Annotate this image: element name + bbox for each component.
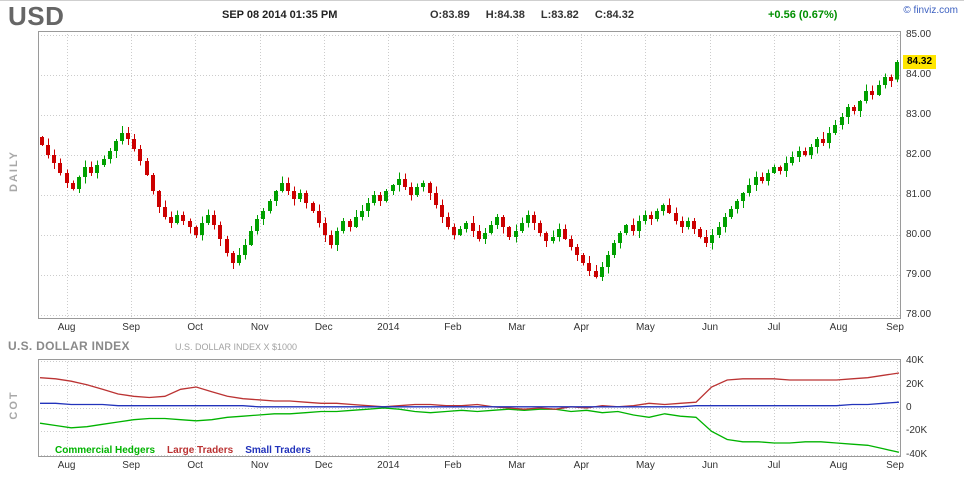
price-x-tick: Mar	[508, 322, 526, 333]
legend-item: Small Traders	[245, 445, 311, 456]
section-title: U.S. DOLLAR INDEX	[8, 339, 130, 353]
legend-item: Commercial Hedgers	[55, 445, 156, 456]
price-axis-tick: 83.00	[906, 109, 932, 120]
quote-timestamp: SEP 08 2014 01:35 PM	[222, 9, 338, 21]
price-x-tick: Jun	[701, 322, 719, 333]
quote-ohlc: O:83.89 H:84.38 L:83.82 C:84.32	[430, 9, 634, 21]
section-subtitle: U.S. DOLLAR INDEX X $1000	[175, 342, 298, 352]
cot-axis-tick: 40K	[906, 355, 924, 367]
price-x-tick: Sep	[122, 322, 141, 333]
price-axis-tick: 82.00	[906, 149, 932, 160]
cot-axis-title: COT	[8, 390, 20, 420]
cot-x-tick: Apr	[573, 460, 590, 471]
cot-x-tick: Feb	[444, 460, 462, 471]
timeframe-label: DAILY	[8, 150, 20, 192]
cot-x-tick: Sep	[886, 460, 904, 471]
price-axis-tick: 85.00	[906, 29, 932, 40]
cot-x-tick: May	[635, 460, 655, 471]
current-price-tag: 84.32	[903, 55, 937, 70]
price-x-tick: Apr	[573, 322, 590, 333]
cot-axis-tick: -40K	[906, 448, 928, 460]
price-x-tick: Jul	[767, 322, 781, 333]
price-x-tick: Nov	[250, 322, 269, 333]
cot-axis-tick: 0	[906, 402, 912, 413]
cot-legend: Commercial Hedgers Large Traders Small Tra…	[55, 445, 311, 456]
quote-high: H:84.38	[485, 9, 525, 21]
price-x-tick: Aug	[57, 322, 76, 333]
cot-x-tick: Jul	[767, 460, 781, 471]
cot-axis-tick: 20K	[906, 378, 924, 390]
cot-x-tick: Jun	[701, 460, 719, 471]
quote-low: L:83.82	[540, 9, 579, 21]
price-x-tick: Sep	[886, 322, 904, 333]
quote-change: +0.56 (0.67%)	[768, 9, 838, 21]
price-x-tick: Aug	[829, 322, 848, 333]
ticker-symbol: USD	[8, 1, 65, 31]
legend-item: Large Traders	[167, 445, 234, 456]
price-x-tick: Dec	[314, 322, 333, 333]
price-axis-tick: 80.00	[906, 229, 932, 240]
price-x-tick: Oct	[187, 322, 203, 333]
price-x-tick: 2014	[377, 322, 400, 333]
cot-axis-tick: -20K	[906, 425, 928, 437]
cot-x-tick: Oct	[187, 460, 203, 471]
cot-x-tick: Aug	[57, 460, 76, 471]
price-x-tick: Feb	[444, 322, 462, 333]
cot-x-tick: Dec	[314, 460, 333, 471]
price-x-tick: May	[635, 322, 655, 333]
cot-x-tick: Mar	[508, 460, 526, 471]
cot-x-tick: Sep	[122, 460, 141, 471]
cot-x-tick: Aug	[829, 460, 848, 471]
price-axis-tick: 84.00	[906, 69, 932, 80]
cot-x-tick: Nov	[250, 460, 269, 471]
price-axis-tick: 78.00	[906, 309, 932, 320]
price-axis-tick: 81.00	[906, 189, 932, 200]
cot-x-tick: 2014	[377, 460, 400, 471]
quote-open: O:83.89	[430, 9, 470, 21]
price-axis-tick: 79.00	[906, 269, 932, 280]
finviz-link[interactable]: © finviz.com	[903, 5, 958, 16]
quote-close: C:84.32	[594, 9, 634, 21]
